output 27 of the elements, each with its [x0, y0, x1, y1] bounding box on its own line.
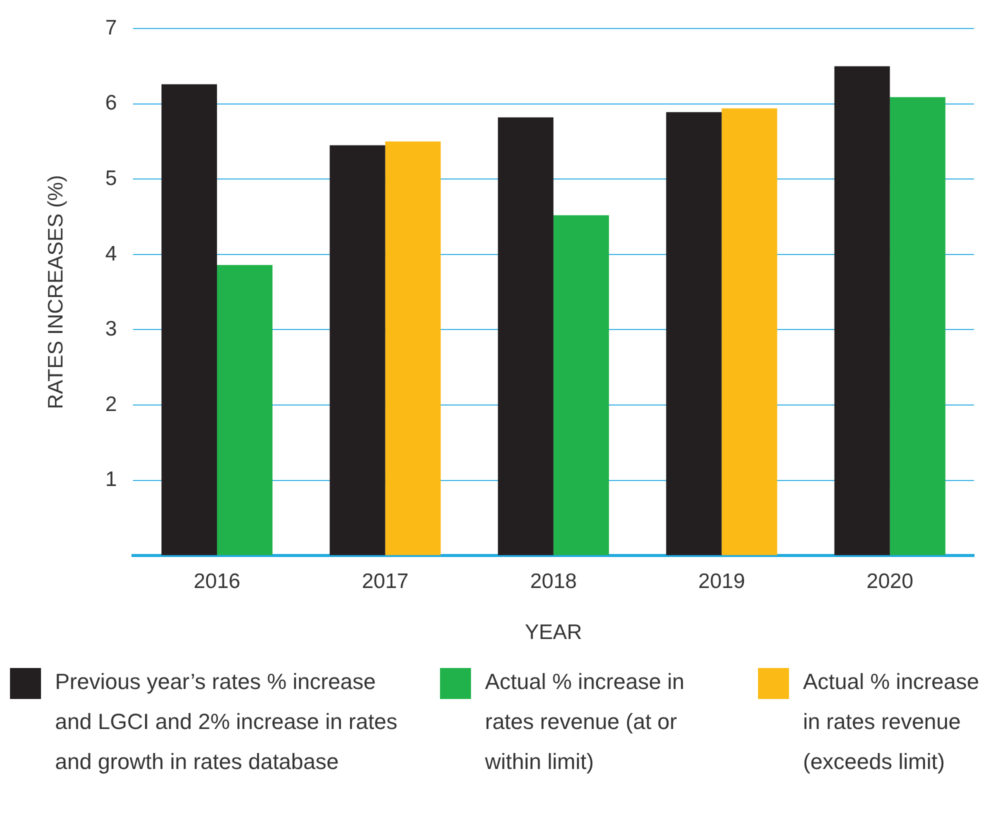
bar — [385, 142, 441, 556]
y-tick-label: 4 — [105, 242, 118, 266]
bar — [666, 112, 722, 556]
y-tick-label: 3 — [105, 318, 117, 341]
x-axis-title: YEAR — [524, 621, 582, 644]
x-tick-label: 2018 — [530, 570, 577, 593]
bar — [553, 215, 609, 556]
y-axis-title: RATES INCREASES (%) — [44, 175, 68, 410]
y-tick-label: 2 — [105, 392, 117, 416]
bar — [161, 84, 217, 556]
legend-label: Actual % increase in rates revenue (at or within limit) — [485, 668, 686, 776]
y-tick-label: 5 — [105, 166, 117, 190]
y-tick-label: 6 — [105, 92, 117, 115]
bar — [330, 145, 386, 556]
bar — [890, 97, 946, 556]
bar — [722, 108, 778, 556]
x-tick-label: 2020 — [866, 570, 914, 593]
y-tick-label: 1 — [105, 468, 117, 492]
legend-label: Previous year’s rates % increase and LGCI and 2% increase in rates and growth in rates database — [55, 668, 398, 776]
y-tick-label: 7 — [105, 16, 117, 40]
x-tick-label: 2016 — [194, 570, 240, 593]
bar — [498, 117, 554, 556]
legend-label: Actual % increase in rates revenue (exceeds limit) — [803, 668, 980, 776]
bar — [216, 264, 273, 556]
x-tick-label: 2019 — [698, 570, 746, 593]
x-tick-label: 2017 — [362, 570, 409, 593]
bar — [834, 66, 890, 556]
